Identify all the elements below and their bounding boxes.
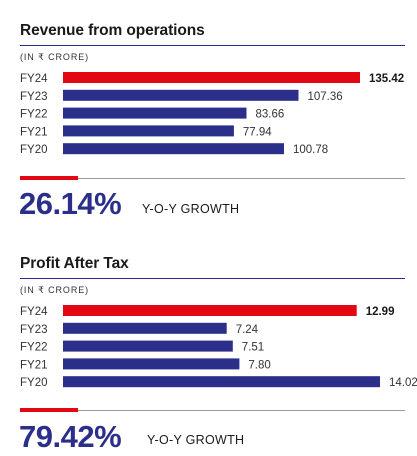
profit-growth-rule — [20, 410, 405, 411]
revenue-category-label: FY22 — [20, 109, 48, 121]
profit-growth-mark — [20, 408, 78, 412]
revenue-growth-mark — [20, 176, 78, 180]
revenue-growth-value: 26.14% — [19, 186, 122, 221]
profit-category-label: FY21 — [20, 359, 48, 371]
revenue-title: Revenue from operations — [20, 22, 205, 39]
revenue-bar-fy21 — [63, 125, 234, 137]
profit-value-label: 7.24 — [236, 324, 259, 336]
revenue-bar-fy23 — [63, 89, 299, 101]
revenue-value-label: 100.78 — [293, 144, 328, 156]
profit-unit-label: (IN ₹ CRORE) — [20, 285, 90, 295]
revenue-growth-rule — [20, 178, 405, 179]
profit-category-label: FY24 — [20, 306, 48, 318]
profit-category-label: FY20 — [20, 377, 48, 389]
profit-value-label: 12.99 — [366, 306, 395, 318]
profit-value-label: 7.51 — [242, 342, 264, 354]
profit-growth-label: Y-O-Y GROWTH — [147, 433, 245, 447]
revenue-value-label: 77.94 — [243, 126, 272, 138]
revenue-unit-label: (IN ₹ CRORE) — [20, 52, 90, 62]
profit-value-label: 14.02 — [389, 377, 417, 389]
revenue-category-label: FY23 — [20, 91, 48, 103]
profit-bar-fy22 — [63, 340, 233, 352]
revenue-title-rule — [20, 45, 405, 46]
profit-panel: Profit After Tax (IN ₹ CRORE) FY24 12.99 F… — [19, 255, 417, 454]
profit-category-label: FY22 — [20, 342, 48, 354]
profit-title: Profit After Tax — [20, 255, 129, 272]
profit-value-label: 7.80 — [248, 359, 270, 371]
revenue-bar-fy22 — [63, 107, 247, 119]
revenue-category-label: FY24 — [20, 73, 48, 85]
revenue-bar-fy20 — [63, 143, 284, 155]
revenue-bar-fy24 — [63, 72, 360, 83]
profit-bar-fy21 — [63, 358, 240, 370]
revenue-bar-chart: FY24 135.42 FY23 107.36 FY22 83.66 FY21 77.94 FY… — [20, 72, 404, 156]
revenue-value-label: 135.42 — [369, 73, 404, 85]
revenue-panel: Revenue from operations (IN ₹ CRORE) FY2… — [19, 22, 405, 221]
profit-bar-fy23 — [63, 322, 227, 334]
profit-category-label: FY23 — [20, 324, 48, 336]
profit-bar-chart: FY24 12.99 FY23 7.24 FY22 7.51 FY21 7.80 FY20 14.… — [20, 305, 417, 389]
profit-bar-fy20 — [63, 376, 380, 388]
revenue-growth-label: Y-O-Y GROWTH — [142, 202, 240, 216]
profit-growth-value: 79.42% — [19, 419, 122, 454]
revenue-value-label: 107.36 — [308, 91, 343, 103]
profit-bar-fy24 — [63, 305, 357, 316]
profit-title-rule — [20, 278, 405, 279]
revenue-value-label: 83.66 — [256, 109, 285, 121]
revenue-category-label: FY21 — [20, 126, 48, 138]
revenue-category-label: FY20 — [20, 144, 48, 156]
